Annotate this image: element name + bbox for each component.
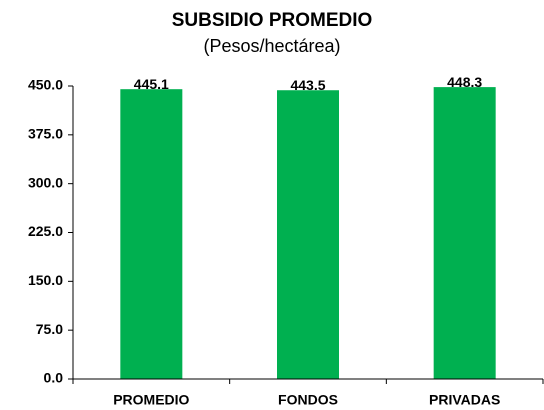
y-tick-label: 375.0	[28, 126, 63, 142]
x-tick-label: FONDOS	[278, 392, 338, 408]
y-tick-label: 75.0	[36, 321, 63, 337]
data-label: 445.1	[134, 76, 169, 92]
y-tick-label: 0.0	[44, 370, 64, 386]
data-label: 443.5	[290, 77, 325, 93]
bar	[277, 90, 339, 379]
data-label: 448.3	[447, 74, 482, 90]
y-tick-label: 300.0	[28, 174, 63, 190]
bar	[120, 89, 183, 380]
bar	[433, 87, 496, 380]
x-tick-label: PRIVADAS	[429, 392, 500, 408]
y-tick-label: 225.0	[28, 223, 63, 239]
chart-subtitle: (Pesos/hectárea)	[203, 36, 340, 56]
x-tick-label: PROMEDIO	[113, 392, 189, 408]
y-tick-label: 150.0	[28, 272, 63, 288]
chart-title: SUBSIDIO PROMEDIO	[172, 10, 373, 31]
y-tick-label: 450.0	[28, 77, 63, 93]
